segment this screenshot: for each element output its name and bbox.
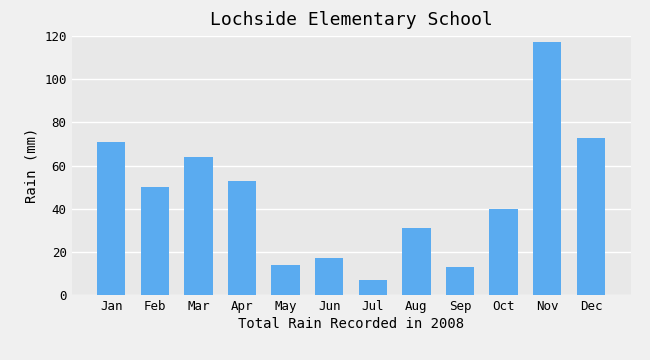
Y-axis label: Rain (mm): Rain (mm) [25, 128, 38, 203]
Bar [402, 228, 430, 295]
Bar [446, 267, 474, 295]
Bar [359, 280, 387, 295]
Bar [533, 42, 562, 295]
Bar [140, 187, 169, 295]
Bar [489, 209, 518, 295]
Bar [227, 181, 256, 295]
Bar [315, 258, 343, 295]
Bar [184, 157, 213, 295]
Bar [272, 265, 300, 295]
Title: Lochside Elementary School: Lochside Elementary School [209, 11, 493, 29]
Bar [97, 142, 125, 295]
Bar [577, 138, 605, 295]
X-axis label: Total Rain Recorded in 2008: Total Rain Recorded in 2008 [238, 317, 464, 331]
